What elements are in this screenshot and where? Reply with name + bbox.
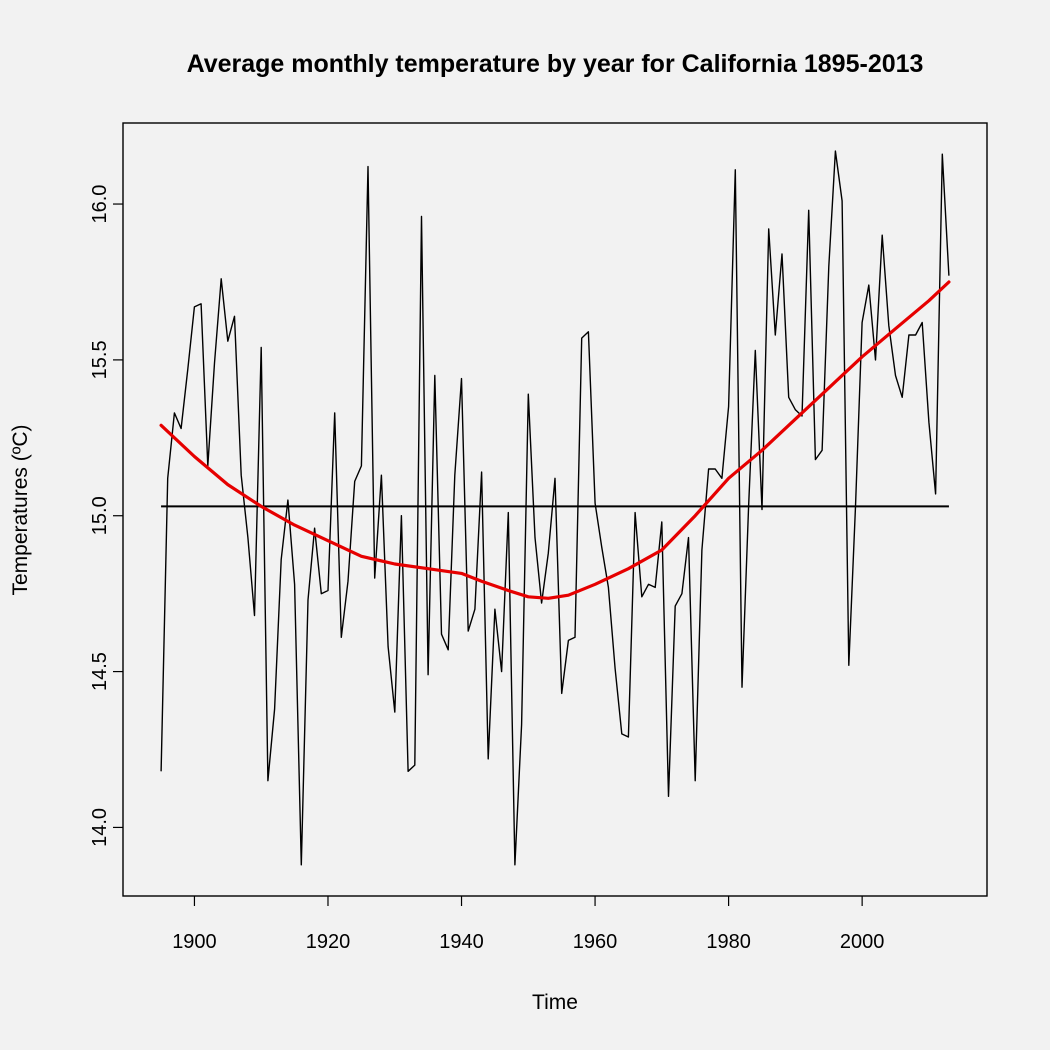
y-tick-label: 15.5 [89,340,111,379]
x-tick-label: 1920 [306,931,351,953]
x-tick-label: 1900 [172,931,217,953]
x-tick-label: 1980 [706,931,751,953]
x-axis-label: Time [532,991,578,1014]
y-tick-label: 16.0 [89,185,111,224]
observed-temperature-line [160,150,950,866]
y-axis: 14.0 14.5 15.0 15.5 16.0 [89,185,123,847]
x-tick-label: 1940 [439,931,484,953]
y-tick-label: 15.0 [89,496,111,535]
x-tick-label: 2000 [840,931,885,953]
x-axis: 1900 1920 1940 1960 1980 2000 [172,896,884,953]
plot-frame [122,122,988,897]
smoothed-trend-line [159,280,951,600]
x-tick-label: 1960 [573,931,618,953]
y-tick-label: 14.0 [89,808,111,847]
plot-area [159,150,951,866]
chart-title: Average monthly temperature by year for … [187,50,924,78]
y-axis-label: Temperatures (ºC) [9,424,32,595]
y-tick-label: 14.5 [89,652,111,691]
